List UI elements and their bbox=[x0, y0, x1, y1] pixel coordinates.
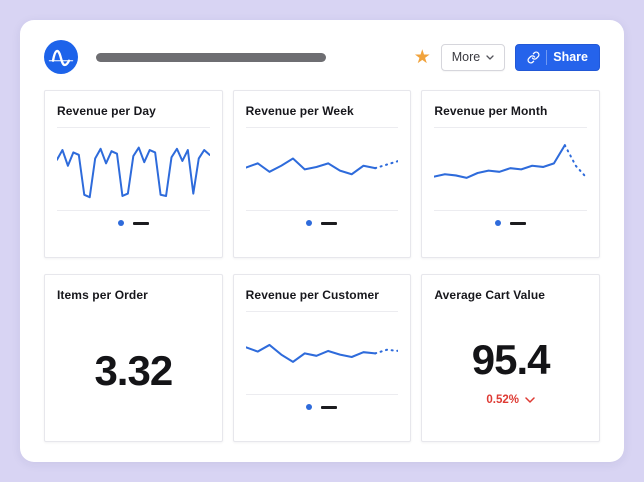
cards-grid: Revenue per Day Revenue per Week bbox=[44, 90, 600, 442]
legend-series-dot bbox=[306, 220, 313, 226]
card-revenue-per-week[interactable]: Revenue per Week bbox=[232, 90, 412, 258]
legend-series-dash bbox=[510, 221, 527, 225]
card-items-per-order[interactable]: Items per Order 3.32 bbox=[44, 274, 223, 442]
sparkline-revenue-per-day bbox=[57, 146, 210, 199]
favorite-star-icon[interactable]: ★ bbox=[413, 46, 431, 68]
chart-bottom-gridline bbox=[57, 210, 210, 211]
chart-bottom-gridline bbox=[245, 210, 399, 211]
amplitude-logo[interactable] bbox=[44, 40, 78, 74]
card-average-cart-value[interactable]: Average Cart Value 95.4 0.52% bbox=[421, 274, 600, 442]
metric-wrap: 3.32 bbox=[57, 311, 210, 431]
chevron-down-icon bbox=[525, 397, 535, 403]
card-revenue-per-customer[interactable]: Revenue per Customer bbox=[232, 274, 412, 442]
chart-top-gridline bbox=[434, 127, 587, 128]
legend-series-dash bbox=[321, 405, 338, 409]
card-revenue-per-day[interactable]: Revenue per Day bbox=[44, 90, 223, 258]
card-revenue-per-month[interactable]: Revenue per Month bbox=[421, 90, 600, 258]
share-button-label: Share bbox=[553, 50, 588, 64]
chart-legend bbox=[246, 220, 399, 226]
metric-wrap: 95.4 0.52% bbox=[434, 311, 587, 431]
chart-top-gridline bbox=[245, 127, 399, 128]
legend-series-dot bbox=[495, 220, 502, 226]
link-icon bbox=[527, 50, 540, 64]
header: ★ More Share bbox=[44, 40, 600, 74]
more-button-label: More bbox=[451, 50, 481, 64]
dashboard-panel: ★ More Share bbox=[20, 20, 624, 462]
chart-legend bbox=[246, 404, 399, 410]
metric-delta[interactable]: 0.52% bbox=[486, 394, 535, 406]
card-title: Revenue per Day bbox=[57, 104, 156, 118]
chart-legend bbox=[434, 220, 587, 226]
chart-bottom-gridline bbox=[434, 210, 587, 211]
share-button[interactable]: Share bbox=[515, 43, 600, 71]
sparkline-revenue-per-week bbox=[245, 157, 399, 176]
chart-top-gridline bbox=[57, 127, 210, 128]
dashboard-title-placeholder bbox=[96, 52, 326, 62]
card-title: Revenue per Customer bbox=[245, 288, 380, 302]
card-title: Items per Order bbox=[57, 288, 148, 302]
header-actions: ★ More Share bbox=[413, 43, 600, 71]
chart-top-gridline bbox=[245, 311, 399, 312]
card-title: Revenue per Month bbox=[434, 104, 548, 118]
metric-delta-value: 0.52% bbox=[486, 394, 519, 406]
sparkline-revenue-per-month bbox=[434, 144, 587, 179]
metric-value: 95.4 bbox=[471, 336, 551, 383]
legend-series-dash bbox=[132, 221, 149, 225]
legend-series-dash bbox=[321, 221, 338, 225]
legend-series-dot bbox=[306, 404, 313, 410]
more-button[interactable]: More bbox=[440, 43, 506, 71]
sparkline-revenue-per-customer bbox=[245, 343, 399, 363]
metric-value: 3.32 bbox=[94, 347, 173, 394]
card-title: Average Cart Value bbox=[434, 288, 546, 302]
amplitude-logo-icon bbox=[44, 40, 78, 74]
legend-series-dot bbox=[117, 220, 124, 226]
card-title: Revenue per Week bbox=[245, 104, 354, 118]
chevron-down-icon bbox=[486, 54, 494, 60]
chart-bottom-gridline bbox=[245, 394, 399, 395]
chart-legend bbox=[57, 220, 210, 226]
share-button-divider bbox=[546, 49, 548, 65]
